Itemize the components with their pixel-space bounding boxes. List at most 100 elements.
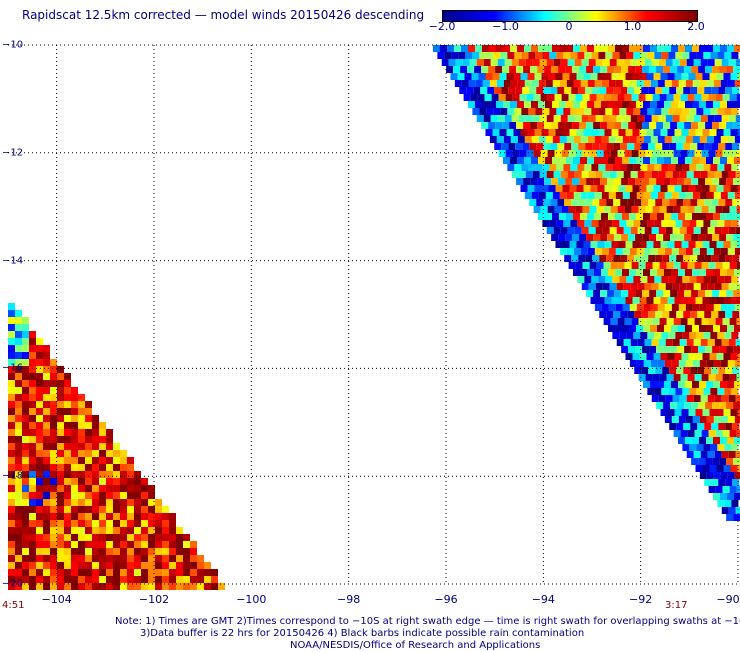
wind-cell xyxy=(64,471,71,478)
wind-cell xyxy=(544,66,551,73)
wind-cell xyxy=(71,485,78,492)
wind-cell xyxy=(686,304,693,311)
wind-cell xyxy=(545,157,552,164)
wind-cell xyxy=(722,283,729,290)
wind-cell xyxy=(640,241,647,248)
wind-cell xyxy=(655,199,662,206)
wind-cell xyxy=(718,87,725,94)
wind-cell xyxy=(556,220,563,227)
wind-cell xyxy=(645,171,652,178)
wind-cell xyxy=(699,45,706,52)
wind-cell xyxy=(92,450,99,457)
wind-cell xyxy=(523,122,530,129)
wind-cell xyxy=(629,45,636,52)
wind-cell xyxy=(85,541,92,548)
wind-cell xyxy=(677,66,684,73)
wind-cell xyxy=(528,52,535,59)
wind-cell xyxy=(649,178,656,185)
wind-cell xyxy=(531,157,538,164)
wind-cell xyxy=(598,73,605,80)
wind-cell xyxy=(700,416,707,423)
wind-cell xyxy=(551,122,558,129)
wind-cell xyxy=(43,506,50,513)
wind-cell xyxy=(120,555,127,562)
wind-cell xyxy=(155,555,162,562)
wind-cell xyxy=(169,555,176,562)
wind-cell xyxy=(630,248,637,255)
wind-cell xyxy=(134,534,141,541)
wind-cell xyxy=(106,576,113,583)
wind-cell xyxy=(563,52,570,59)
wind-cell xyxy=(43,492,50,499)
wind-cell xyxy=(534,150,541,157)
wind-cell xyxy=(689,409,696,416)
wind-cell xyxy=(721,192,728,199)
wind-cell xyxy=(708,339,715,346)
wind-cell xyxy=(127,548,134,555)
wind-cell xyxy=(730,430,737,437)
wind-cell xyxy=(666,59,673,66)
wind-cell xyxy=(71,471,78,478)
wind-cell xyxy=(99,506,106,513)
wind-cell xyxy=(651,304,658,311)
wind-cell xyxy=(660,206,667,213)
wind-cell xyxy=(591,108,598,115)
wind-cell xyxy=(735,416,740,423)
wind-cell xyxy=(724,52,731,59)
wind-cell xyxy=(468,101,475,108)
wind-cell xyxy=(541,94,548,101)
wind-cell xyxy=(71,527,78,534)
wind-cell xyxy=(697,143,704,150)
wind-cell xyxy=(488,122,495,129)
wind-cell xyxy=(514,52,521,59)
wind-cell xyxy=(575,171,582,178)
wind-cell xyxy=(29,499,36,506)
wind-cell xyxy=(695,318,702,325)
wind-cell xyxy=(701,283,708,290)
wind-cell xyxy=(735,248,740,255)
wind-cell xyxy=(510,101,517,108)
wind-cell xyxy=(29,471,36,478)
wind-cell xyxy=(730,150,737,157)
wind-cell xyxy=(190,555,197,562)
wind-cell xyxy=(22,387,29,394)
wind-cell xyxy=(598,297,605,304)
wind-cell xyxy=(643,157,650,164)
wind-cell xyxy=(587,101,594,108)
wind-cell xyxy=(560,192,567,199)
wind-cell xyxy=(658,360,665,367)
wind-cell xyxy=(29,366,36,373)
wind-cell xyxy=(640,353,647,360)
wind-cell xyxy=(650,269,657,276)
wind-cell xyxy=(648,87,655,94)
wind-cell xyxy=(57,485,64,492)
wind-cell xyxy=(619,129,626,136)
wind-cell xyxy=(540,59,547,66)
wind-cell xyxy=(629,325,636,332)
wind-cell xyxy=(85,429,92,436)
wind-cell xyxy=(570,185,577,192)
wind-cell xyxy=(717,409,724,416)
wind-cell xyxy=(492,94,499,101)
wind-cell xyxy=(720,101,727,108)
wind-cell xyxy=(557,87,564,94)
wind-cell xyxy=(510,157,517,164)
wind-cell xyxy=(524,101,531,108)
wind-cell xyxy=(645,115,652,122)
wind-cell xyxy=(582,115,589,122)
wind-cell xyxy=(699,157,706,164)
wind-cell xyxy=(506,94,513,101)
wind-cell xyxy=(730,318,737,325)
wind-cell xyxy=(611,262,618,269)
wind-cell xyxy=(573,213,580,220)
wind-cell xyxy=(698,66,705,73)
wind-cell xyxy=(576,94,583,101)
wind-cell xyxy=(527,150,534,157)
wind-cell xyxy=(106,429,113,436)
wind-cell xyxy=(561,59,568,66)
wind-cell xyxy=(724,297,731,304)
wind-cell xyxy=(729,171,736,178)
wind-cell xyxy=(680,395,687,402)
wind-cell xyxy=(596,59,603,66)
wind-cell xyxy=(697,87,704,94)
